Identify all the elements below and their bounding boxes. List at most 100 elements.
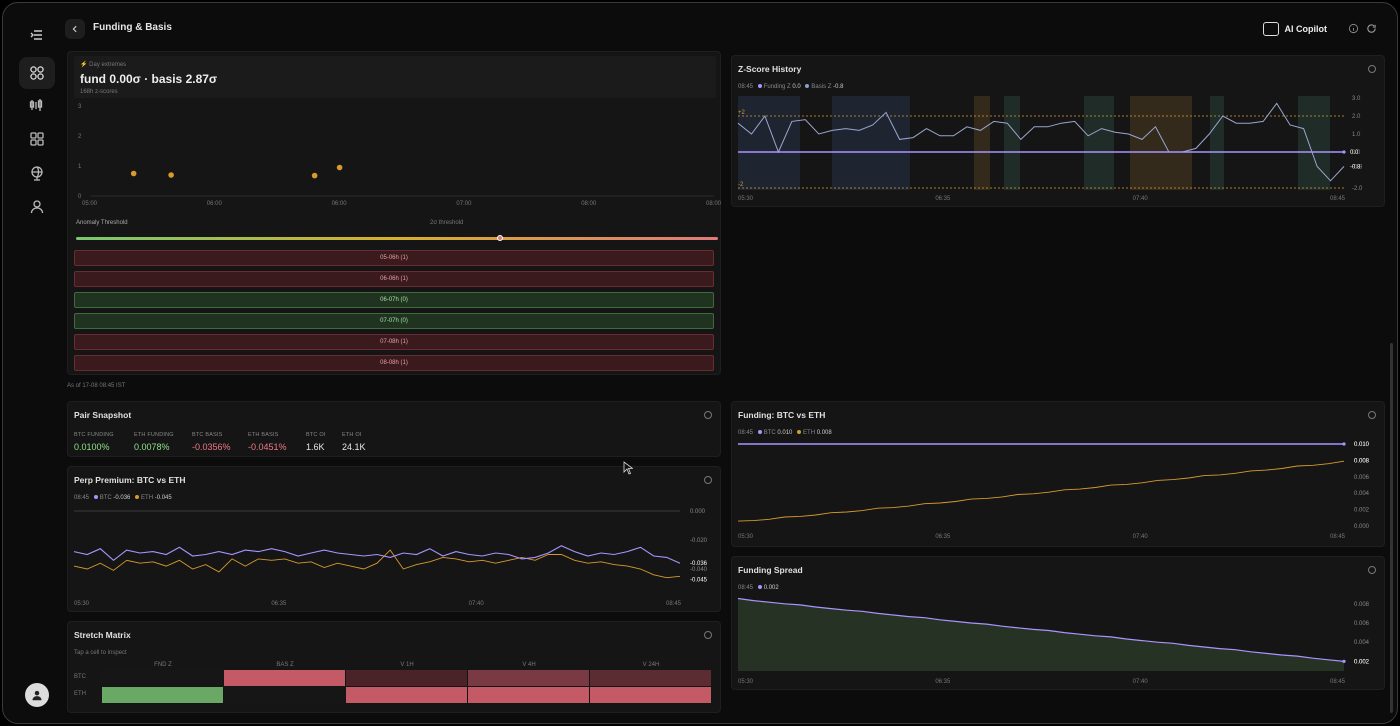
snapshot-item: ETH FUNDING 0.0078% bbox=[134, 432, 174, 452]
matrix-column-header: V 24H bbox=[642, 662, 660, 668]
ai-copilot-button[interactable]: AI Copilot bbox=[1259, 18, 1336, 40]
snapshot-item: BTC OI 1.6K bbox=[306, 432, 326, 452]
snapshot-value: 0.0100% bbox=[74, 442, 110, 452]
candlestick-icon[interactable] bbox=[19, 89, 55, 121]
matrix-cell[interactable] bbox=[224, 670, 345, 686]
anomaly-row[interactable]: 08-08h (1) bbox=[74, 355, 714, 371]
btc-premium-line bbox=[73, 545, 681, 564]
snapshot-label: BTC OI bbox=[306, 432, 326, 438]
info-icon[interactable] bbox=[1368, 411, 1376, 419]
back-button[interactable] bbox=[65, 19, 85, 39]
anomaly-row[interactable]: 06-07h (0) bbox=[74, 292, 714, 308]
collapse-menu-icon[interactable] bbox=[19, 19, 55, 51]
extreme-point bbox=[168, 172, 174, 178]
perp-premium-chart: 0.000 -0.020 -0.040 05:30 06:35 07:40 08:45 -0.… bbox=[73, 509, 708, 607]
page-title: Funding & Basis bbox=[93, 22, 172, 33]
dashboard-icon[interactable] bbox=[19, 57, 55, 89]
minus-threshold-label: -2 bbox=[738, 182, 744, 188]
matrix-cell[interactable] bbox=[590, 687, 711, 703]
x-tick-label: 05:30 bbox=[738, 196, 754, 202]
matrix-cell[interactable] bbox=[346, 687, 467, 703]
spread-badge: 0.002 bbox=[1354, 659, 1370, 665]
y-tick-label: 0.006 bbox=[1354, 621, 1370, 627]
info-icon[interactable] bbox=[704, 476, 712, 484]
snapshot-value: 1.6K bbox=[306, 442, 325, 452]
threshold-slider[interactable] bbox=[76, 235, 718, 241]
matrix-cell[interactable] bbox=[468, 670, 589, 686]
info-icon[interactable] bbox=[1368, 566, 1376, 574]
info-icon[interactable] bbox=[1368, 65, 1376, 73]
x-tick-label: 05:30 bbox=[738, 679, 754, 685]
info-icon[interactable] bbox=[1348, 23, 1359, 34]
matrix-row-label: BTC bbox=[74, 674, 86, 680]
y-tick-label: 0.008 bbox=[1354, 458, 1370, 464]
matrix-cell[interactable] bbox=[590, 670, 711, 686]
anomaly-row[interactable]: 07-07h (0) bbox=[74, 313, 714, 329]
funding-compare-panel: Funding: BTC vs ETH 08:45 BTC 0.010 ETH … bbox=[731, 401, 1385, 547]
funding-compare-chart: 0.010 0.008 0.006 0.004 0.002 0.000 05:30 06:35… bbox=[737, 442, 1370, 540]
x-tick-label: 08:00 bbox=[581, 201, 597, 207]
btc-premium-badge: -0.036 bbox=[690, 561, 708, 567]
extremes-headline: fund 0.00σ · basis 2.87σ bbox=[80, 72, 218, 86]
y-tick-label: 0.010 bbox=[1354, 442, 1370, 448]
y-tick-label: 3.0 bbox=[1352, 96, 1361, 102]
info-icon[interactable] bbox=[704, 631, 712, 639]
extremes-header: ⚡ Day extremes fund 0.00σ · basis 2.87σ … bbox=[74, 56, 716, 98]
y-tick-label: 0.004 bbox=[1354, 491, 1370, 497]
scrollbar[interactable] bbox=[1390, 343, 1393, 713]
basis-z-line bbox=[737, 102, 1345, 182]
x-tick-label: 07:40 bbox=[1133, 679, 1149, 685]
y-tick-label: -0.040 bbox=[690, 567, 708, 573]
widgets-icon[interactable] bbox=[19, 123, 55, 155]
globe-icon[interactable] bbox=[19, 157, 55, 189]
matrix-column-header: V 1H bbox=[400, 662, 414, 668]
eth-funding-line bbox=[737, 460, 1345, 522]
perp-legend: 08:45 BTC -0.036 ETH -0.045 bbox=[74, 495, 172, 501]
snapshot-value: -0.0451% bbox=[248, 442, 287, 452]
anomaly-row[interactable]: 05-06h (1) bbox=[74, 250, 714, 266]
extreme-point bbox=[336, 164, 343, 171]
matrix-row-label: ETH bbox=[74, 691, 86, 697]
snapshot-label: ETH FUNDING bbox=[134, 432, 174, 438]
matrix-cell[interactable] bbox=[102, 687, 223, 703]
as-of-label: As of 17-08 08:45 IST bbox=[67, 383, 126, 389]
avatar[interactable] bbox=[25, 683, 49, 707]
stretch-matrix-panel: Stretch Matrix Tap a cell to inspect FND… bbox=[67, 621, 721, 713]
matrix-cell[interactable] bbox=[346, 670, 467, 686]
y-tick-label: 1.0 bbox=[1352, 132, 1361, 138]
x-tick-label: 06:35 bbox=[271, 601, 287, 607]
eth-premium-badge: -0.045 bbox=[690, 577, 708, 583]
perp-title: Perp Premium: BTC vs ETH bbox=[74, 475, 186, 485]
refresh-icon[interactable] bbox=[1366, 23, 1377, 34]
y-tick-label: 0.000 bbox=[1354, 524, 1370, 530]
x-tick-label: 06:00 bbox=[207, 201, 223, 207]
btc-end-marker bbox=[1342, 442, 1346, 446]
matrix-cell[interactable] bbox=[468, 687, 589, 703]
info-icon[interactable] bbox=[704, 411, 712, 419]
y-tick-label: 2 bbox=[78, 134, 82, 140]
extreme-point bbox=[130, 170, 137, 177]
matrix-cell[interactable] bbox=[224, 687, 345, 703]
threshold-knob[interactable] bbox=[496, 235, 503, 241]
x-tick-label: 08:45 bbox=[1330, 679, 1346, 685]
snapshot-label: ETH OI bbox=[342, 432, 362, 438]
x-tick-label: 08:00 bbox=[706, 201, 722, 207]
y-tick-label: 0.002 bbox=[1354, 659, 1370, 665]
y-tick-label: 0.000 bbox=[690, 509, 706, 515]
basis-z-badge: -0.8 bbox=[1350, 164, 1361, 170]
anomaly-row[interactable]: 06-06h (1) bbox=[74, 271, 714, 287]
y-tick-label: 1 bbox=[78, 164, 82, 170]
y-tick-label: 0.006 bbox=[1354, 475, 1370, 481]
zscore-title: Z-Score History bbox=[738, 64, 802, 74]
snapshot-label: BTC FUNDING bbox=[74, 432, 114, 438]
user-icon[interactable] bbox=[19, 191, 55, 223]
funding-z-badge: 0.0 bbox=[1350, 150, 1359, 156]
eth-funding-badge: 0.008 bbox=[1354, 458, 1370, 464]
spread-area bbox=[738, 598, 1344, 671]
matrix-cell[interactable] bbox=[102, 670, 223, 686]
anomaly-row[interactable]: 07-08h (1) bbox=[74, 334, 714, 350]
snapshot-value: 0.0078% bbox=[134, 442, 170, 452]
perp-premium-panel: Perp Premium: BTC vs ETH 08:45 BTC -0.03… bbox=[67, 466, 721, 612]
funding-spread-panel: Funding Spread 08:45 0.002 0.008 0.006 0.0… bbox=[731, 556, 1385, 690]
